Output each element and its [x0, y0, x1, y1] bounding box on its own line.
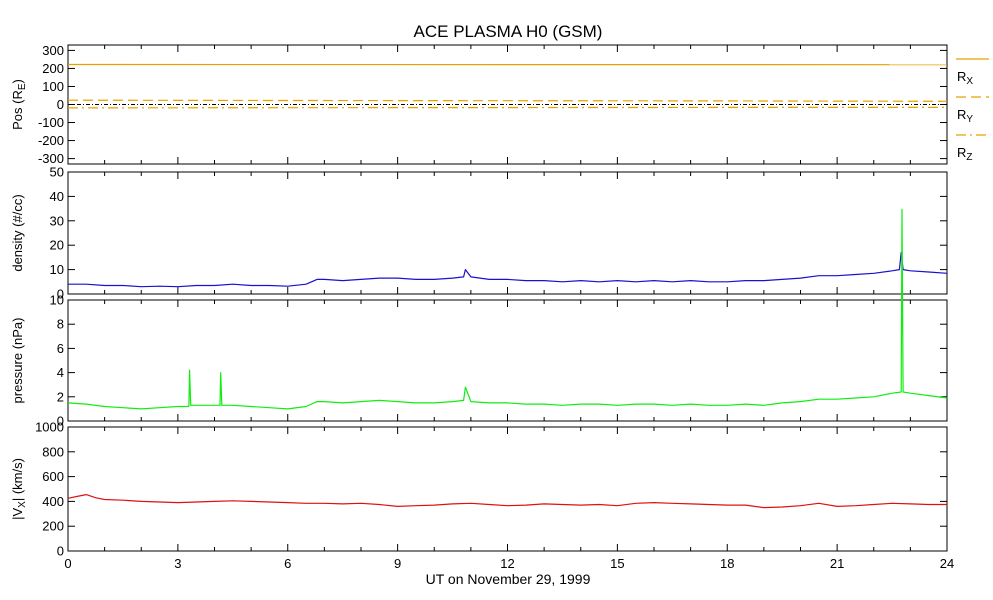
y-tick-label: 300: [42, 43, 64, 58]
x-tick-label: 12: [500, 556, 514, 571]
chart-title: ACE PLASMA H0 (GSM): [414, 22, 603, 41]
x-tick-label: 0: [64, 556, 71, 571]
legend: RX RY RZ: [956, 58, 989, 163]
legend-label: RY: [957, 107, 973, 125]
series-line-pressure: [67, 208, 948, 410]
y-tick-label: 600: [42, 469, 64, 484]
x-axis-label: UT on November 29, 1999: [426, 571, 591, 587]
y-tick-label: 0: [57, 97, 64, 112]
y-tick-label: 0: [57, 287, 64, 302]
x-tick-label: 3: [174, 556, 181, 571]
y-tick-label: -200: [38, 133, 64, 148]
y-tick-label: 2: [57, 389, 64, 404]
panel-frame: [67, 426, 948, 552]
y-tick-label: -300: [38, 151, 64, 166]
legend-label: RX: [957, 69, 973, 87]
y-tick-label: 800: [42, 444, 64, 459]
x-tick-label: 6: [284, 556, 291, 571]
y-axis-label: Pos (RE): [10, 79, 28, 130]
y-axis-label: density (#/cc): [10, 194, 25, 271]
legend-label: RZ: [957, 145, 973, 163]
panel-velocity: 0 200 400 600 800 1000 0 3 6 9 12 15 18 21 24 |VX| (km/…: [10, 420, 954, 572]
series-line-position-3: [67, 106, 947, 109]
x-tick-label: 9: [394, 556, 401, 571]
x-tick-label: 15: [610, 556, 624, 571]
y-tick-label: 8: [57, 317, 64, 332]
y-tick-label: 30: [50, 213, 64, 228]
series-line-density: [68, 251, 948, 288]
y-tick-label: 40: [50, 189, 64, 204]
x-tick-label: 18: [720, 556, 734, 571]
y-tick-label: 200: [42, 61, 64, 76]
y-tick-label: 10: [50, 262, 64, 277]
y-tick-label: 1000: [35, 420, 64, 435]
panel-pressure: 0 2 4 6 8 10 pressure (nPa): [10, 208, 948, 429]
panel-position: -300 -200 -100 0 100 200 300 Pos (RE) RX RY RZ: [10, 43, 989, 166]
y-tick-label: 100: [42, 79, 64, 94]
panel-density: 0 10 20 30 40 50 density (#/cc): [10, 165, 948, 302]
y-tick-label: 10: [50, 293, 64, 308]
y-tick-label: 200: [42, 519, 64, 534]
y-tick-label: 400: [42, 494, 64, 509]
y-axis-label: pressure (nPa): [10, 318, 25, 404]
x-tick-label: 24: [940, 556, 954, 571]
y-tick-label: 0: [57, 414, 64, 429]
y-tick-label: 4: [57, 365, 64, 380]
y-tick-label: 20: [50, 238, 64, 253]
y-tick-label: 6: [57, 341, 64, 356]
x-tick-label: 21: [830, 556, 844, 571]
y-axis-label: |VX| (km/s): [10, 458, 28, 520]
y-tick-label: 0: [57, 544, 64, 559]
series-line-velocity: [67, 494, 947, 509]
y-tick-label: 50: [50, 165, 64, 180]
series-line-position-2: [67, 99, 948, 102]
y-tick-label: -100: [38, 115, 64, 130]
